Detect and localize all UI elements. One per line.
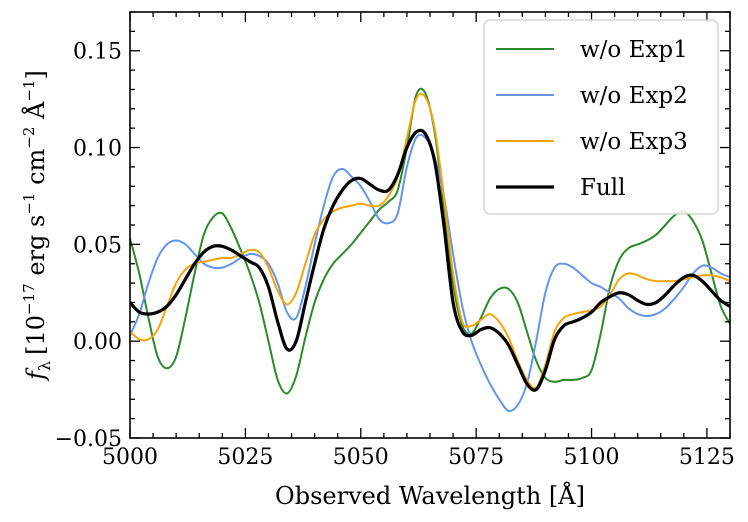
legend-entries: w/o Exp1 w/o Exp2 w/o Exp3 Full	[496, 37, 688, 201]
y-tick-label: 0.05	[73, 233, 122, 258]
y-tick-label: 0.00	[73, 330, 122, 355]
y-label-subscript: λ	[35, 361, 54, 371]
series-layer	[130, 87, 730, 413]
y-label-units: [10	[22, 315, 50, 355]
y-label-cm: cm	[22, 148, 50, 192]
y-label-close: ]	[22, 70, 50, 79]
legend-box	[483, 19, 719, 215]
svg-text:fλ[10−17 erg s−1 cm−2 Å−1]: fλ[10−17 erg s−1 cm−2 Å−1]	[20, 70, 54, 382]
y-tick-label: 0.10	[73, 137, 122, 162]
tick-layer: 5000 5025 5050 5075 5100 5125 −0.05 0.00 0.05 0.1…	[55, 11, 735, 470]
y-tick-label: −0.05	[55, 427, 122, 452]
x-tick-label: 5100	[564, 445, 620, 470]
y-tick-label: 0.15	[73, 40, 122, 65]
x-tick-label: 5125	[679, 445, 735, 470]
y-axis-label: fλ[10−17 erg s−1 cm−2 Å−1]	[20, 70, 54, 382]
y-label-exp4: −1	[20, 79, 38, 101]
legend-label: w/o Exp1	[580, 37, 688, 63]
x-tick-label: 5050	[333, 445, 389, 470]
y-label-exp3: −2	[20, 127, 38, 149]
legend-label: w/o Exp3	[580, 129, 688, 155]
x-tick-label: 5075	[448, 445, 504, 470]
x-axis-label: Observed Wavelength [Å]	[275, 481, 585, 510]
y-label-exp1: −17	[20, 283, 38, 315]
x-tick-label: 5025	[217, 445, 273, 470]
legend-label: w/o Exp2	[580, 83, 688, 109]
y-label-erg: erg s	[22, 215, 50, 284]
x-tick-label: 5000	[102, 445, 158, 470]
series-line-w-o-exp3	[130, 92, 730, 390]
legend-label: Full	[580, 175, 625, 201]
y-label-exp2: −1	[20, 193, 38, 215]
y-label-ang: Å	[21, 101, 50, 127]
legend: w/o Exp1 w/o Exp2 w/o Exp3 Full	[483, 19, 719, 215]
series-line-full	[130, 128, 730, 392]
